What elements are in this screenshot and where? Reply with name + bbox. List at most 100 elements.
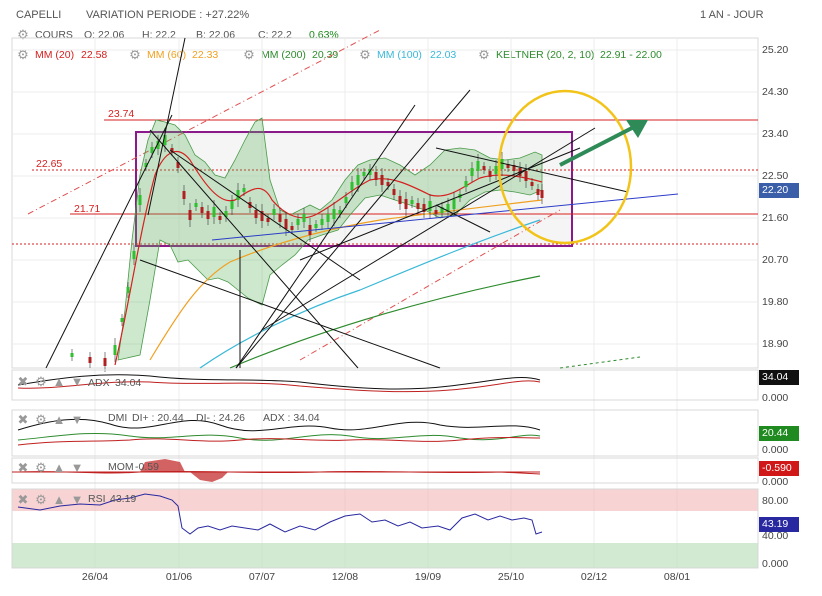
mom-toolbar: ✖ ⚙ ▲ ▼ — [16, 460, 84, 476]
last-price-badge: 22.20 — [759, 183, 799, 198]
price-tick: 23.40 — [762, 128, 789, 140]
mom-badge: -0.590 — [759, 461, 799, 476]
candle-body — [362, 172, 366, 176]
adx-label: ADX — [88, 377, 110, 389]
x-tick: 08/01 — [663, 571, 691, 583]
candle-body — [476, 161, 480, 171]
mm200-settings-icon[interactable]: ⚙ — [243, 47, 255, 62]
adx-red-line — [17, 380, 541, 393]
candle-body — [482, 166, 486, 170]
rsi-oversold-zone — [12, 543, 758, 568]
close-icon[interactable]: ✖ — [17, 374, 29, 389]
candle-body — [536, 189, 540, 195]
candle-body — [150, 147, 154, 153]
mm60-settings-icon[interactable]: ⚙ — [129, 47, 141, 62]
candle-body — [194, 203, 198, 207]
candle-body — [524, 171, 528, 181]
rsi-axis-80: 80.00 — [762, 495, 789, 507]
dmi-adx-value: ADX : 34.04 — [263, 412, 320, 424]
arrow-up-icon[interactable]: ▲ — [52, 492, 66, 507]
rsi-overbought-zone — [12, 489, 758, 511]
up-arrow-shaft — [559, 126, 633, 167]
candle-body — [464, 181, 468, 187]
candle-body — [302, 214, 306, 222]
candle-body — [326, 214, 330, 222]
mm20-settings-icon[interactable]: ⚙ — [17, 47, 29, 62]
highlight-circle — [497, 89, 633, 245]
period-selector[interactable]: 1 AN - JOUR — [700, 9, 764, 21]
mom-hump-2 — [190, 472, 228, 482]
gear-icon[interactable]: ⚙ — [35, 460, 47, 475]
arrow-up-icon[interactable]: ▲ — [52, 374, 66, 389]
mm20-label: MM (20) — [35, 49, 75, 61]
dmi-plus-value: DI+ : 20.44 — [132, 412, 184, 424]
candle-body — [156, 141, 160, 149]
settings-icon[interactable]: ⚙ — [17, 27, 29, 42]
gear-icon[interactable]: ⚙ — [35, 412, 47, 427]
mm100-line — [199, 219, 541, 369]
candle-body — [224, 211, 228, 217]
candle-body — [314, 224, 318, 228]
rsi-line — [17, 493, 543, 535]
candle-body — [530, 182, 534, 186]
keltner-settings-icon[interactable]: ⚙ — [478, 47, 490, 62]
candle-body — [488, 171, 492, 177]
candle-body — [446, 204, 450, 212]
arrow-down-icon[interactable]: ▼ — [70, 412, 84, 427]
candle-body — [452, 199, 456, 209]
candle-body — [218, 216, 222, 220]
close-icon[interactable]: ✖ — [17, 460, 29, 475]
mom-label: MOM — [108, 461, 134, 473]
close-icon[interactable]: ✖ — [17, 492, 29, 507]
candle-body — [344, 197, 348, 203]
keltner-band — [117, 117, 543, 361]
candle-body — [284, 219, 288, 229]
candle-body — [494, 166, 498, 174]
arrow-up-icon[interactable]: ▲ — [52, 412, 66, 427]
gear-icon[interactable]: ⚙ — [35, 374, 47, 389]
dmi-badge: 20.44 — [759, 426, 799, 441]
mom-hump-1 — [140, 459, 185, 472]
adx-toolbar: ✖ ⚙ ▲ ▼ — [16, 374, 84, 390]
candle-body — [500, 159, 504, 169]
x-tick: 01/06 — [165, 571, 193, 583]
mm100-settings-icon[interactable]: ⚙ — [359, 47, 371, 62]
candle-body — [242, 188, 246, 192]
candle-body — [182, 191, 186, 199]
close-icon[interactable]: ✖ — [17, 412, 29, 427]
support-line-blue — [211, 193, 679, 241]
candle-body — [338, 210, 342, 214]
candle-body — [440, 207, 444, 213]
candle-body — [410, 200, 414, 204]
candle-body — [144, 163, 148, 167]
dmi-label: DMI — [108, 412, 128, 424]
arrow-up-icon[interactable]: ▲ — [52, 460, 66, 475]
candle-body — [212, 207, 216, 217]
mm200-label: MM (200) — [261, 49, 306, 61]
level-label-low: 21.71 — [74, 203, 101, 215]
candle-body — [254, 210, 258, 218]
mm60-line — [149, 199, 543, 361]
rsi-panel-frame — [11, 488, 759, 569]
mm200-projection — [559, 356, 641, 369]
rsi-axis-40: 40.00 — [762, 530, 789, 542]
mm20-value: 22.58 — [81, 49, 108, 61]
mm20-line — [114, 150, 543, 366]
candle-body — [260, 211, 264, 221]
candle-body — [380, 175, 384, 185]
rsi-label: RSI — [88, 493, 106, 505]
rsi-toolbar: ✖ ⚙ ▲ ▼ — [16, 492, 84, 508]
candle-body — [138, 195, 142, 205]
candle-body — [404, 199, 408, 209]
dmi-axis-zero: 0.000 — [762, 444, 789, 456]
arrow-down-icon[interactable]: ▼ — [70, 374, 84, 389]
candle-body — [278, 214, 282, 222]
candle-body — [120, 318, 124, 322]
candle-body — [386, 182, 390, 186]
candle-body — [272, 209, 276, 215]
gear-icon[interactable]: ⚙ — [35, 492, 47, 507]
arrow-down-icon[interactable]: ▼ — [70, 492, 84, 507]
arrow-down-icon[interactable]: ▼ — [70, 460, 84, 475]
candle-body — [356, 175, 360, 185]
mm200-value: 20.39 — [312, 49, 339, 61]
